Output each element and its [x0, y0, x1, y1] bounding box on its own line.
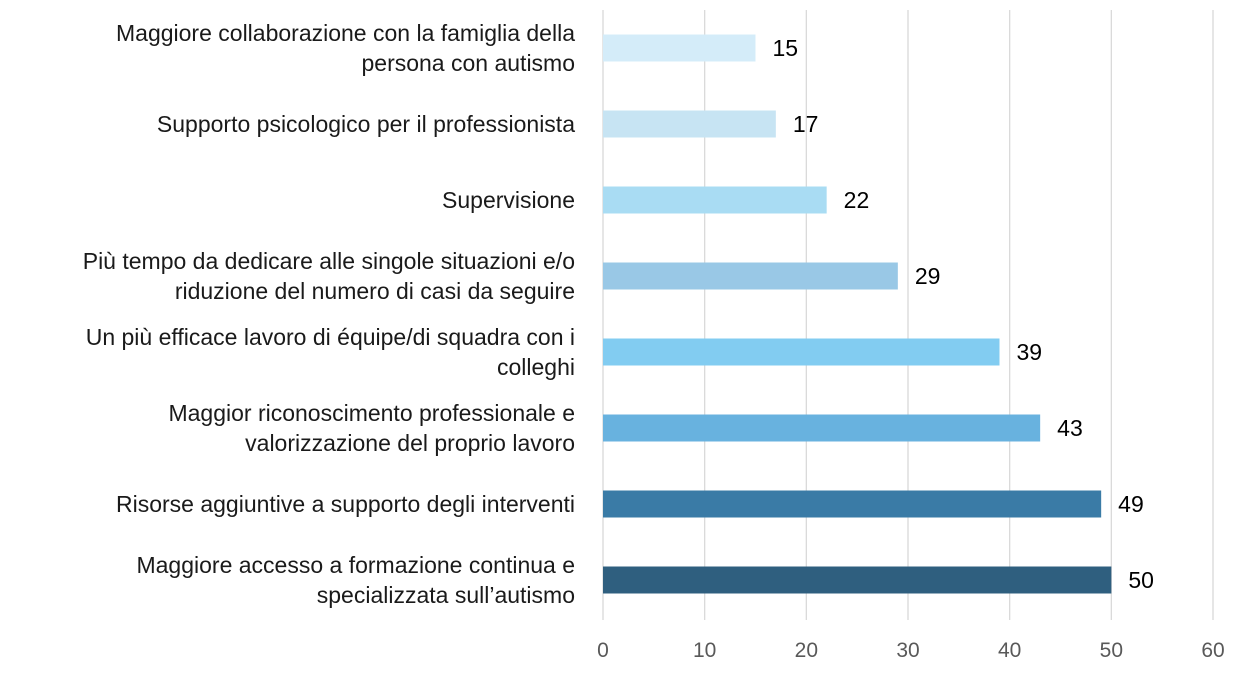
category-label-4-line-1: Più tempo da dedicare alle singole situa… [83, 248, 575, 274]
bar-1 [603, 34, 756, 62]
grid-lines [602, 10, 1214, 620]
data-label-1: 15 [773, 35, 799, 61]
data-label-5: 39 [1017, 339, 1043, 365]
x-tick-label-0: 0 [597, 639, 609, 662]
category-label-8-line-1: Maggiore accesso a formazione continua e [136, 552, 575, 578]
data-label-4: 29 [915, 263, 941, 289]
data-label-7: 49 [1118, 491, 1144, 517]
x-tick-label-20: 20 [795, 639, 818, 662]
bar-4 [603, 262, 898, 290]
category-label-6-line-1: Maggior riconoscimento professionale e [168, 400, 575, 426]
category-label-1-line-1: Maggiore collaborazione con la famiglia … [116, 20, 575, 46]
data-label-6: 43 [1057, 415, 1083, 441]
category-label-5-line-2: colleghi [497, 354, 575, 380]
bar-5 [603, 338, 1000, 366]
bar-6 [603, 414, 1041, 442]
bar-2 [603, 110, 776, 138]
category-label-1-line-2: persona con autismo [361, 50, 575, 76]
bar-8 [603, 566, 1112, 594]
bars [603, 34, 1112, 594]
x-tick-label-60: 60 [1201, 639, 1224, 662]
x-tick-label-30: 30 [896, 639, 919, 662]
x-axis-tick-labels: 0 10 20 30 40 50 60 [597, 639, 1225, 662]
data-labels: 15 17 22 29 39 43 49 50 [773, 35, 1154, 593]
category-label-5-line-1: Un più efficace lavoro di équipe/di squa… [86, 324, 575, 350]
data-label-8: 50 [1128, 567, 1154, 593]
bar-3 [603, 186, 827, 214]
category-label-6-line-2: valorizzazione del proprio lavoro [245, 430, 575, 456]
category-labels: Maggiore collaborazione con la famiglia … [83, 20, 575, 608]
category-label-4-line-2: riduzione del numero di casi da seguire [175, 278, 575, 304]
data-label-3: 22 [844, 187, 870, 213]
category-label-2: Supporto psicologico per il professionis… [157, 111, 575, 137]
x-tick-label-10: 10 [693, 639, 716, 662]
category-label-3: Supervisione [442, 187, 575, 213]
x-tick-label-40: 40 [998, 639, 1021, 662]
bar-7 [603, 490, 1102, 518]
category-label-8-line-2: specializzata sull’autismo [317, 582, 575, 608]
x-tick-label-50: 50 [1100, 639, 1123, 662]
category-label-7: Risorse aggiuntive a supporto degli inte… [116, 491, 575, 517]
data-label-2: 17 [793, 111, 819, 137]
